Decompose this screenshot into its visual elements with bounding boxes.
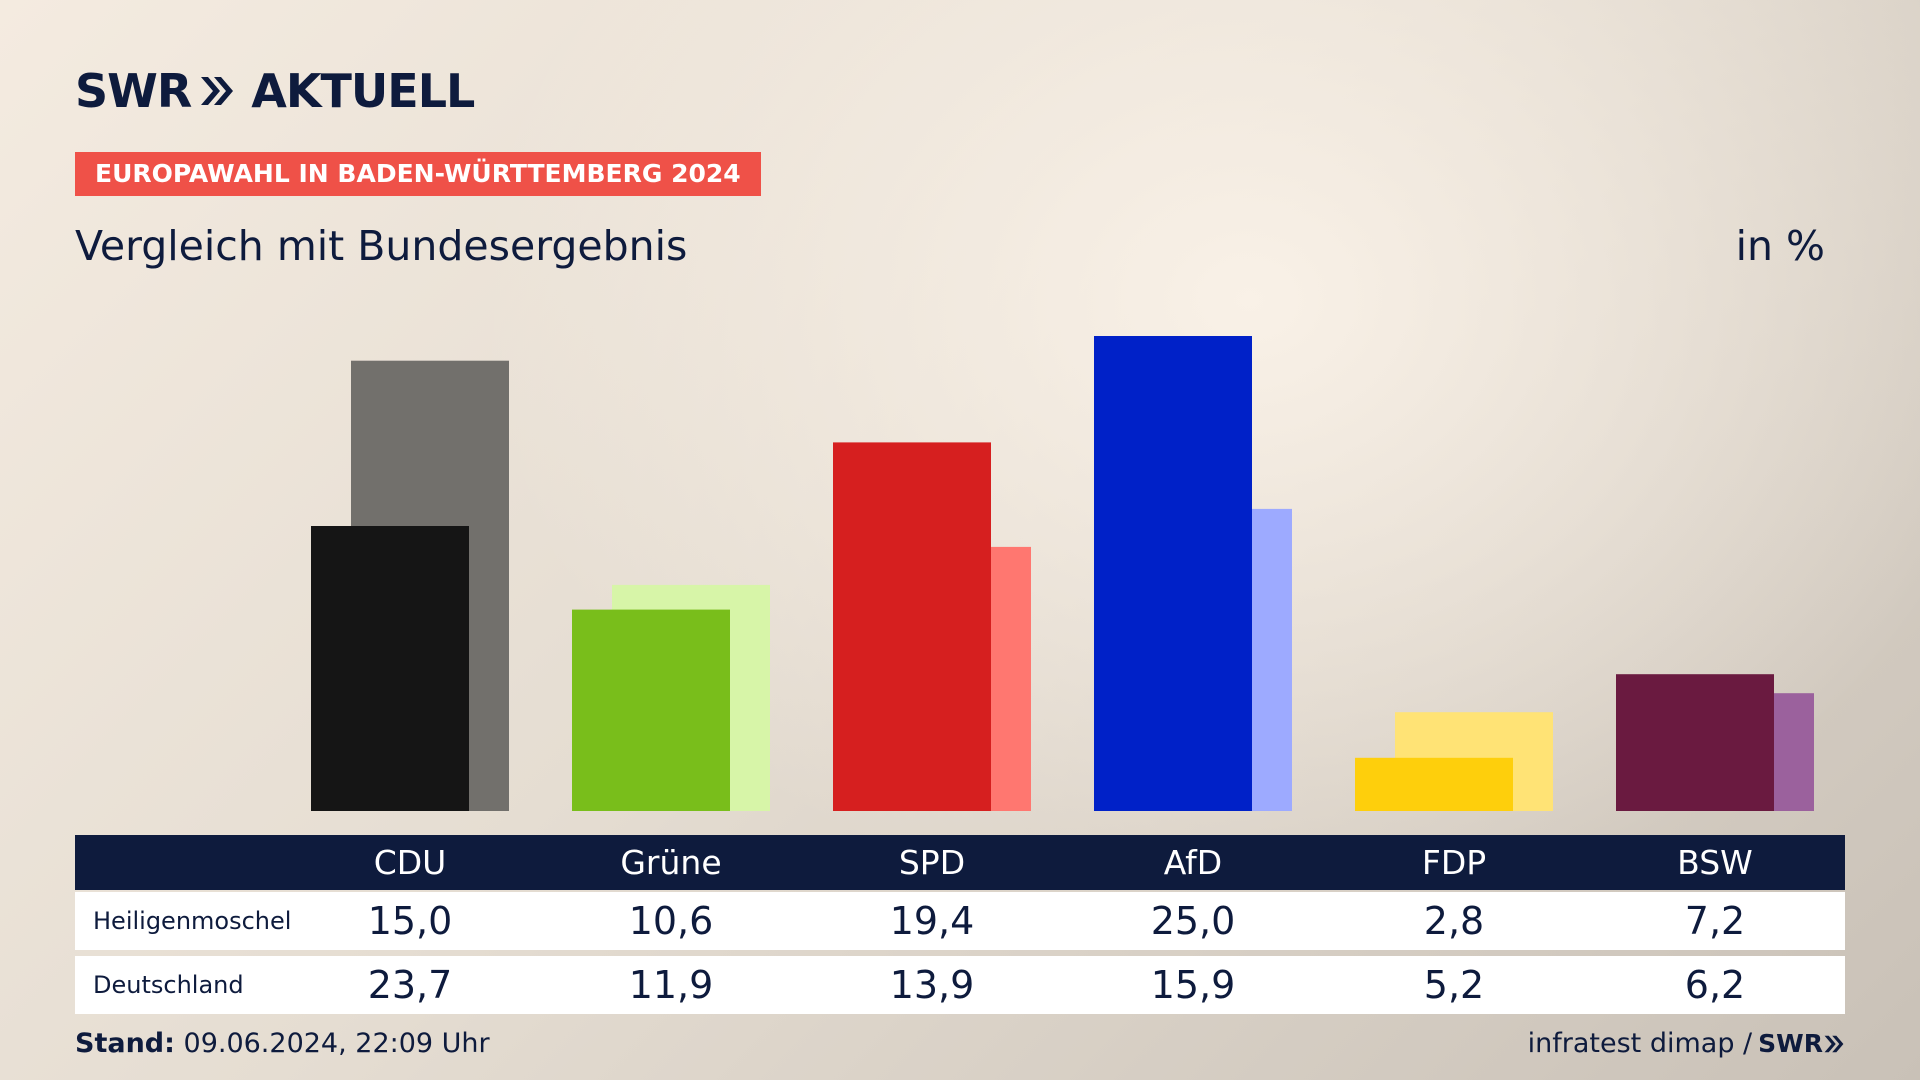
value-cell: 7,2 [1684, 899, 1746, 943]
bar-local-spd [833, 442, 991, 811]
unit-label: in % [1735, 222, 1825, 270]
stand-label: Stand: [75, 1028, 175, 1059]
timestamp: Stand: 09.06.2024, 22:09 Uhr [75, 1028, 490, 1059]
brand-swr: SWR [75, 64, 192, 118]
brand-aktuell: AKTUELL [251, 64, 475, 118]
party-header-spd: SPD [898, 843, 966, 882]
source-text: infratest dimap / [1527, 1028, 1753, 1059]
bar-chart [311, 336, 1814, 811]
double-chevron-icon [1824, 1035, 1844, 1052]
value-cell: 2,8 [1423, 899, 1485, 943]
bar-local-cdu [311, 526, 469, 811]
table-row: Deutschland 23,7 11,9 13,9 15,9 5,2 6,2 [75, 956, 1845, 1014]
stand-value: 09.06.2024, 22:09 Uhr [183, 1028, 490, 1059]
chart-title: Vergleich mit Bundesergebnis [75, 222, 688, 270]
party-header-bsw: BSW [1677, 843, 1753, 882]
brand-logo: SWR AKTUELL [75, 64, 475, 118]
value-cell: 25,0 [1150, 899, 1236, 943]
bar-local-fdp [1355, 757, 1513, 811]
value-cell: 19,4 [889, 899, 975, 943]
value-cell: 5,2 [1423, 963, 1485, 1007]
table-row: Heiligenmoschel 15,0 10,6 19,4 25,0 2,8 … [75, 892, 1845, 950]
bar-local-bsw [1616, 674, 1774, 811]
swr-mini-logo: SWR [1758, 1029, 1845, 1058]
party-header-row: CDU Grüne SPD AfD FDP BSW [75, 835, 1845, 890]
value-cell: 6,2 [1684, 963, 1746, 1007]
party-header-fdp: FDP [1421, 843, 1487, 882]
party-header-cdu: CDU [373, 843, 447, 882]
party-header-gruene: Grüne [620, 843, 722, 882]
bar-local-grne [572, 609, 730, 811]
bar-local-afd [1094, 336, 1252, 811]
party-header-afd: AfD [1163, 843, 1223, 882]
row-label-national: Deutschland [93, 971, 244, 999]
row-label-local: Heiligenmoschel [93, 907, 292, 935]
source-credit: infratest dimap / SWR [1528, 1028, 1845, 1059]
swr-mini-logo-text: SWR [1758, 1029, 1823, 1058]
value-cell: 13,9 [889, 963, 975, 1007]
value-cell: 11,9 [628, 963, 714, 1007]
value-cell: 15,0 [367, 899, 453, 943]
double-chevron-icon [199, 74, 235, 108]
value-cell: 23,7 [367, 963, 453, 1007]
value-cell: 15,9 [1150, 963, 1236, 1007]
value-cell: 10,6 [628, 899, 714, 943]
election-tagline: EUROPAWAHL IN BADEN-WÜRTTEMBERG 2024 [75, 152, 761, 196]
